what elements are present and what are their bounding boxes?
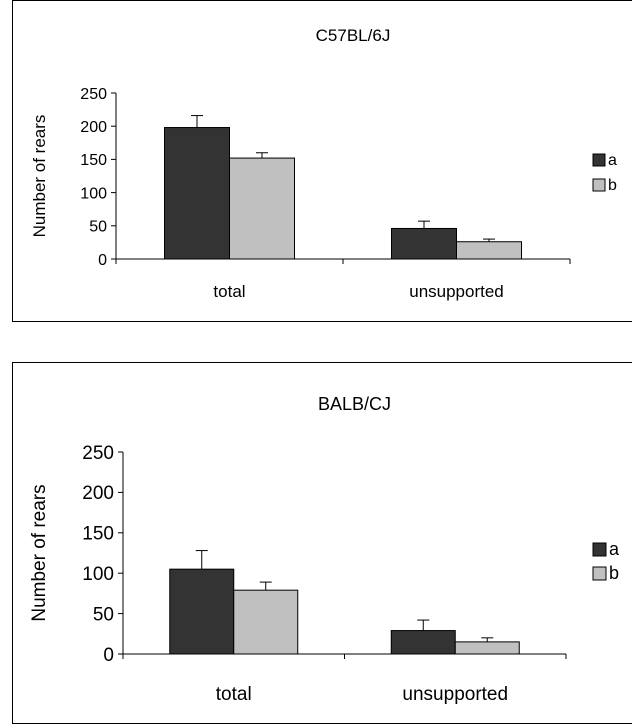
y-tick-label: 0 [103,645,114,666]
chart-title: BALB/CJ [318,394,391,414]
y-tick-label: 150 [82,524,114,545]
legend-label-b: b [608,177,617,194]
bar-b-unsupported [456,241,522,260]
legend-swatch-a [592,153,606,167]
bar-a-total [169,568,235,655]
bar-b-unsupported [454,641,520,655]
legend-swatch-b [592,178,606,192]
chart-panel-c57bl: C57BL/6J Number of rears 0 50 100 150 200 250 to… [12,0,632,322]
bar-a-unsupported [390,630,456,655]
bar-b-total [233,589,299,655]
x-category-label: unsupported [402,684,508,705]
y-axis-label: Number of rears [29,484,50,621]
x-category-label: unsupported [409,282,504,301]
y-tick-label: 100 [80,185,107,202]
legend-label-a: a [609,539,620,559]
chart-svg-balb: BALB/CJ Number of rears 0 50 100 150 200 250 tot… [29,394,620,705]
bar-a-total [164,127,230,260]
y-tick-label: 150 [80,152,107,169]
y-tick-label: 100 [82,564,114,585]
y-axis-label: Number of rears [30,115,49,238]
legend-swatch-a [592,542,607,557]
chart-panel-balb: BALB/CJ Number of rears 0 50 100 150 200 250 tot… [12,362,632,724]
chart-title: C57BL/6J [316,26,391,45]
y-tick-label: 0 [98,252,107,269]
y-tick-label: 250 [82,443,114,464]
y-tick-label: 200 [80,119,107,136]
y-tick-label: 50 [89,219,107,236]
legend-label-a: a [608,152,617,169]
legend-label-b: b [609,563,619,583]
y-tick-label: 50 [93,604,114,625]
x-category-label: total [213,282,245,301]
bar-b-total [229,157,295,260]
chart-svg-c57bl: C57BL/6J Number of rears 0 50 100 150 200 250 to… [30,26,617,301]
y-tick-label: 250 [80,86,107,103]
legend-swatch-b [592,566,607,581]
bar-a-unsupported [391,227,457,260]
y-tick-label: 200 [82,483,114,504]
x-category-label: total [216,684,252,705]
